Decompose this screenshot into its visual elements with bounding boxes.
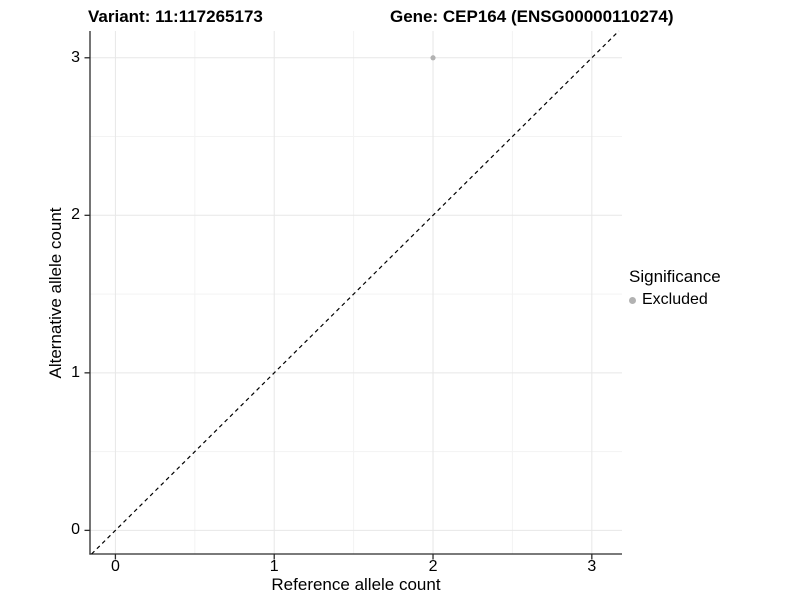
excluded-circle-icon	[629, 296, 636, 304]
data-point-excluded	[430, 55, 436, 61]
y-tick-label: 2	[71, 206, 80, 224]
x-tick-label: 0	[110, 558, 120, 575]
x-tick-label: 3	[587, 558, 597, 575]
gene-title: Gene: CEP164 (ENSG00000110274)	[390, 7, 674, 26]
y-axis-title: Alternative allele count	[46, 207, 65, 379]
legend-entry-excluded: Excluded	[629, 291, 794, 309]
identity-reference-line	[91, 30, 620, 555]
y-tick-label: 1	[71, 363, 80, 381]
y-tick-label: 0	[71, 521, 80, 539]
variant-title: Variant: 11:117265173	[88, 7, 263, 26]
x-tick-label: 2	[428, 558, 438, 575]
x-axis-title: Reference allele count	[271, 575, 441, 594]
y-tick-label: 3	[71, 48, 80, 66]
legend-title: Significance	[629, 267, 721, 286]
legend: Significance Excluded	[629, 267, 794, 309]
legend-entry-label: Excluded	[642, 291, 708, 308]
x-tick-label: 1	[269, 558, 279, 575]
